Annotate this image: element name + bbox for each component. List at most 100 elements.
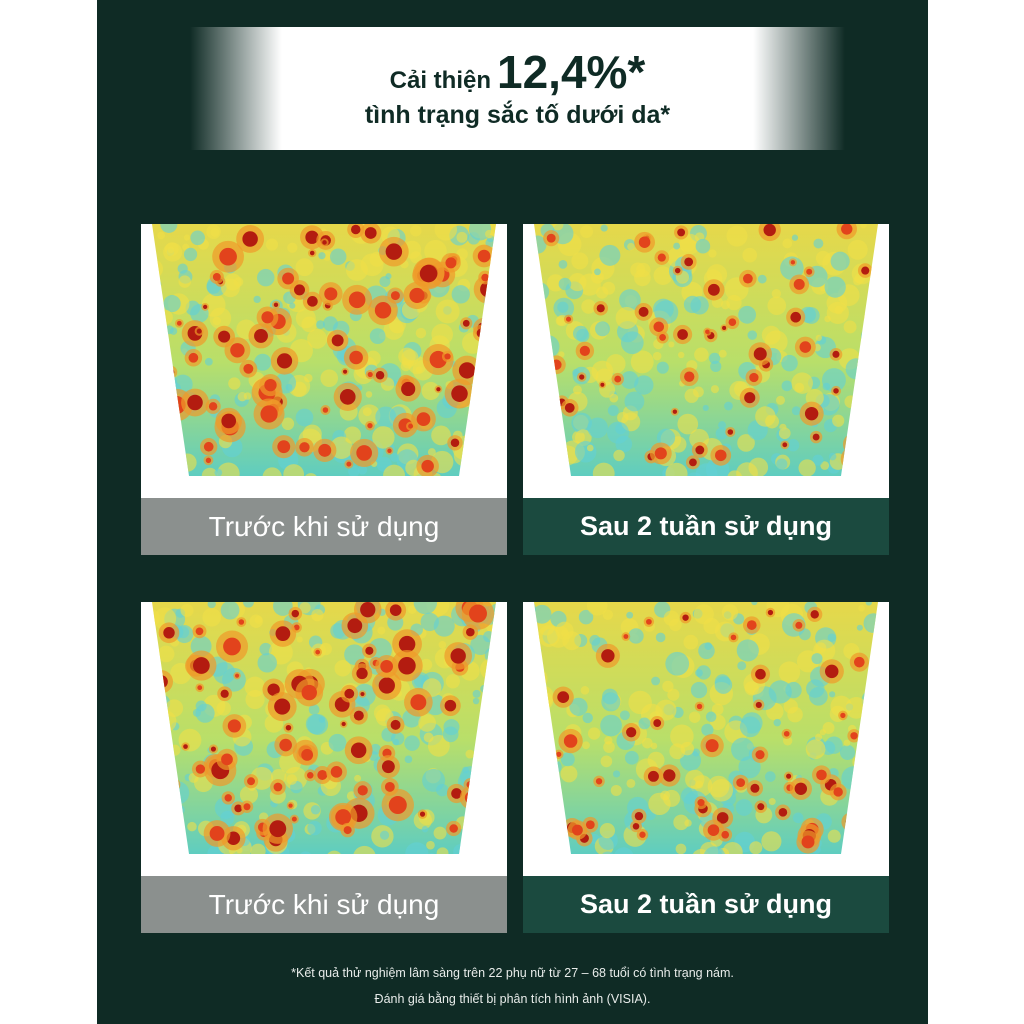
heatmap-texture [254,615,263,624]
heatmap-texture [435,299,460,324]
heatmap-spot [472,324,490,342]
heatmap-spot [408,423,414,429]
heatmap-texture [761,325,781,345]
heatmap-texture [180,603,194,617]
heatmap-texture [154,748,166,759]
heatmap-spot [196,328,202,334]
heatmap-texture [663,610,680,626]
heatmap-spot [167,368,175,376]
heatmap-spot [154,675,168,689]
heatmap-spot [470,438,486,454]
heatmap-spot [387,448,392,453]
heatmap-spot [343,826,352,835]
heatmap-spot [653,321,665,333]
heatmap-texture [207,602,216,609]
heatmap-texture [705,711,717,723]
heatmap-spot [260,405,278,423]
heatmap-texture [187,855,198,866]
heatmap-texture [749,841,763,854]
heatmap-texture [539,790,556,807]
heatmap-texture [876,796,878,813]
heatmap-texture [825,736,843,754]
heatmap-spot [367,371,373,378]
heatmap-texture [651,676,661,686]
heatmap-texture [877,416,878,433]
heatmap-spot [476,328,487,338]
heatmap-spot [600,382,605,387]
heatmap-texture [694,347,709,362]
heatmap-texture [655,632,666,643]
heatmap-texture [768,798,776,806]
heatmap-spot [398,635,416,653]
heatmap-spot [657,253,666,262]
heatmap-texture [259,642,272,656]
heatmap-spot [623,634,629,639]
heatmap-texture [668,341,675,348]
heatmap-texture [152,784,176,807]
heatmap-texture [757,274,767,284]
heatmap-spot [276,353,293,369]
heatmap-spot [736,778,746,787]
heatmap-spot [444,353,451,360]
heatmap-texture [201,467,218,476]
heatmap-texture [811,653,823,665]
heatmap-texture [619,289,641,311]
heatmap-spot [318,443,332,457]
heatmap-texture [684,388,699,403]
heatmap-spot [261,311,274,324]
heatmap-texture [860,824,878,849]
heatmap-spot [208,402,218,411]
heatmap-spot [350,742,367,758]
heatmap-texture [855,406,871,422]
footnote: *Kết quả thử nghiệm lâm sàng trên 22 phụ… [97,960,928,1012]
heatmap-texture [319,642,332,656]
heatmap-texture [744,681,759,696]
heatmap-spot [279,738,292,752]
heatmap-spot [535,439,561,465]
heatmap-texture [217,462,240,476]
heatmap-texture [854,462,867,474]
heatmap-texture [718,421,727,430]
heatmap-spot [421,459,434,473]
heatmap-texture [329,248,347,265]
heatmap-texture [220,602,240,620]
heatmap-texture [824,276,846,298]
heatmap-texture [617,411,629,424]
heatmap-texture [834,305,844,315]
heatmap-texture [656,428,676,447]
heatmap-spot [653,719,662,727]
heatmap-spot [230,343,245,358]
heatmap-spot [444,699,457,712]
heatmap-spot [360,691,365,697]
heatmap-spot [273,782,283,792]
heatmap-spot [840,446,866,472]
heatmap-texture [369,328,386,345]
heatmap-texture [665,651,690,676]
heatmap-texture [443,719,460,736]
heatmap-spot [564,402,575,413]
heatmap-texture [165,781,190,805]
heatmap-spot [695,445,705,455]
heatmap-texture [471,857,477,863]
heatmap-texture [806,679,825,698]
heatmap-texture [534,604,552,624]
heatmap-texture [495,324,496,343]
heatmap-texture [483,401,493,411]
heatmap-texture [726,294,742,311]
heatmap-texture [557,445,578,466]
heatmap-texture [708,249,717,258]
heatmap-texture [453,844,469,854]
heatmap-spot [451,385,468,402]
heatmap-texture [553,297,575,319]
heatmap-texture [875,388,878,406]
heatmap-texture [195,703,215,723]
headline-highlight: 12,4%* [497,46,646,98]
heatmap-texture [534,418,542,438]
headline: Cải thiện 12,4%* [190,45,845,99]
heatmap-texture [157,231,165,240]
heatmap-texture [602,609,614,620]
heatmap-texture [158,309,173,325]
heatmap-spot [638,236,651,248]
heatmap-spot [862,752,878,769]
heatmap-texture [152,378,163,389]
